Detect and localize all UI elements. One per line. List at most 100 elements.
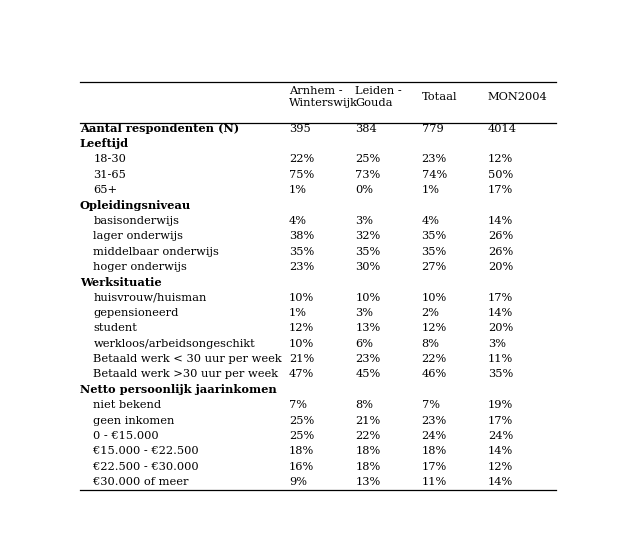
Text: 1%: 1%	[289, 308, 307, 318]
Text: 20%: 20%	[488, 262, 513, 272]
Text: 1%: 1%	[422, 185, 440, 195]
Text: 10%: 10%	[355, 293, 381, 302]
Text: 0 - €15.000: 0 - €15.000	[94, 431, 159, 441]
Text: 35%: 35%	[422, 231, 447, 241]
Text: 2%: 2%	[422, 308, 440, 318]
Text: 22%: 22%	[289, 154, 314, 164]
Text: 12%: 12%	[488, 154, 513, 164]
Text: gepensioneerd: gepensioneerd	[94, 308, 179, 318]
Text: 13%: 13%	[355, 477, 381, 487]
Text: Betaald werk < 30 uur per week: Betaald werk < 30 uur per week	[94, 354, 282, 364]
Text: Aantal respondenten (N): Aantal respondenten (N)	[80, 123, 239, 134]
Text: 75%: 75%	[289, 170, 314, 179]
Text: 26%: 26%	[488, 231, 513, 241]
Text: 10%: 10%	[289, 293, 314, 302]
Text: 779: 779	[422, 124, 443, 134]
Text: 4%: 4%	[289, 216, 307, 226]
Text: 35%: 35%	[289, 247, 314, 257]
Text: MON2004: MON2004	[488, 92, 547, 102]
Text: 32%: 32%	[355, 231, 381, 241]
Text: Arnhem -
Winterswijk: Arnhem - Winterswijk	[289, 86, 358, 108]
Text: €30.000 of meer: €30.000 of meer	[94, 477, 189, 487]
Text: huisvrouw/huisman: huisvrouw/huisman	[94, 293, 206, 302]
Text: Betaald werk >30 uur per week: Betaald werk >30 uur per week	[94, 369, 278, 380]
Text: 9%: 9%	[289, 477, 307, 487]
Text: 25%: 25%	[289, 415, 314, 425]
Text: 14%: 14%	[488, 216, 513, 226]
Text: lager onderwijs: lager onderwijs	[94, 231, 184, 241]
Text: 23%: 23%	[355, 354, 381, 364]
Text: hoger onderwijs: hoger onderwijs	[94, 262, 187, 272]
Text: 18%: 18%	[422, 446, 447, 456]
Text: geen inkomen: geen inkomen	[94, 415, 175, 425]
Text: student: student	[94, 323, 137, 333]
Text: 22%: 22%	[422, 354, 447, 364]
Text: 74%: 74%	[422, 170, 447, 179]
Text: 3%: 3%	[488, 339, 506, 349]
Text: 25%: 25%	[289, 431, 314, 441]
Text: werkloos/arbeidsongeschikt: werkloos/arbeidsongeschikt	[94, 339, 255, 349]
Text: 8%: 8%	[422, 339, 440, 349]
Text: 7%: 7%	[289, 400, 307, 410]
Text: 11%: 11%	[422, 477, 447, 487]
Text: 3%: 3%	[355, 308, 373, 318]
Text: 23%: 23%	[422, 415, 447, 425]
Text: 21%: 21%	[289, 354, 314, 364]
Text: €15.000 - €22.500: €15.000 - €22.500	[94, 446, 199, 456]
Text: 23%: 23%	[289, 262, 314, 272]
Text: 21%: 21%	[355, 415, 381, 425]
Text: 384: 384	[355, 124, 377, 134]
Text: middelbaar onderwijs: middelbaar onderwijs	[94, 247, 219, 257]
Text: 25%: 25%	[355, 154, 381, 164]
Text: 65+: 65+	[94, 185, 117, 195]
Text: 17%: 17%	[488, 415, 513, 425]
Text: 73%: 73%	[355, 170, 381, 179]
Text: 10%: 10%	[289, 339, 314, 349]
Text: 11%: 11%	[488, 354, 513, 364]
Text: Leeftijd: Leeftijd	[80, 139, 129, 149]
Text: 27%: 27%	[422, 262, 447, 272]
Text: 35%: 35%	[488, 369, 513, 380]
Text: 47%: 47%	[289, 369, 314, 380]
Text: 31-65: 31-65	[94, 170, 126, 179]
Text: 17%: 17%	[488, 293, 513, 302]
Text: Leiden -
Gouda: Leiden - Gouda	[355, 86, 402, 108]
Text: 17%: 17%	[488, 185, 513, 195]
Text: 18-30: 18-30	[94, 154, 126, 164]
Text: 6%: 6%	[355, 339, 373, 349]
Text: 17%: 17%	[422, 462, 447, 472]
Text: Totaal: Totaal	[422, 92, 457, 102]
Text: 18%: 18%	[289, 446, 314, 456]
Text: 8%: 8%	[355, 400, 373, 410]
Text: 35%: 35%	[422, 247, 447, 257]
Text: niet bekend: niet bekend	[94, 400, 161, 410]
Text: 23%: 23%	[422, 154, 447, 164]
Text: 1%: 1%	[289, 185, 307, 195]
Text: basisonderwijs: basisonderwijs	[94, 216, 179, 226]
Text: 19%: 19%	[488, 400, 513, 410]
Text: 30%: 30%	[355, 262, 381, 272]
Text: 12%: 12%	[422, 323, 447, 333]
Text: 14%: 14%	[488, 477, 513, 487]
Text: 0%: 0%	[355, 185, 373, 195]
Text: 20%: 20%	[488, 323, 513, 333]
Text: 14%: 14%	[488, 308, 513, 318]
Text: €22.500 - €30.000: €22.500 - €30.000	[94, 462, 199, 472]
Text: 14%: 14%	[488, 446, 513, 456]
Text: 24%: 24%	[488, 431, 513, 441]
Text: 24%: 24%	[422, 431, 447, 441]
Text: Opleidingsniveau: Opleidingsniveau	[80, 200, 191, 211]
Text: 18%: 18%	[355, 446, 381, 456]
Text: 35%: 35%	[355, 247, 381, 257]
Text: 26%: 26%	[488, 247, 513, 257]
Text: 16%: 16%	[289, 462, 314, 472]
Text: 45%: 45%	[355, 369, 381, 380]
Text: 4%: 4%	[422, 216, 440, 226]
Text: 22%: 22%	[355, 431, 381, 441]
Text: 10%: 10%	[422, 293, 447, 302]
Text: 12%: 12%	[289, 323, 314, 333]
Text: 13%: 13%	[355, 323, 381, 333]
Text: 18%: 18%	[355, 462, 381, 472]
Text: 4014: 4014	[488, 124, 517, 134]
Text: 12%: 12%	[488, 462, 513, 472]
